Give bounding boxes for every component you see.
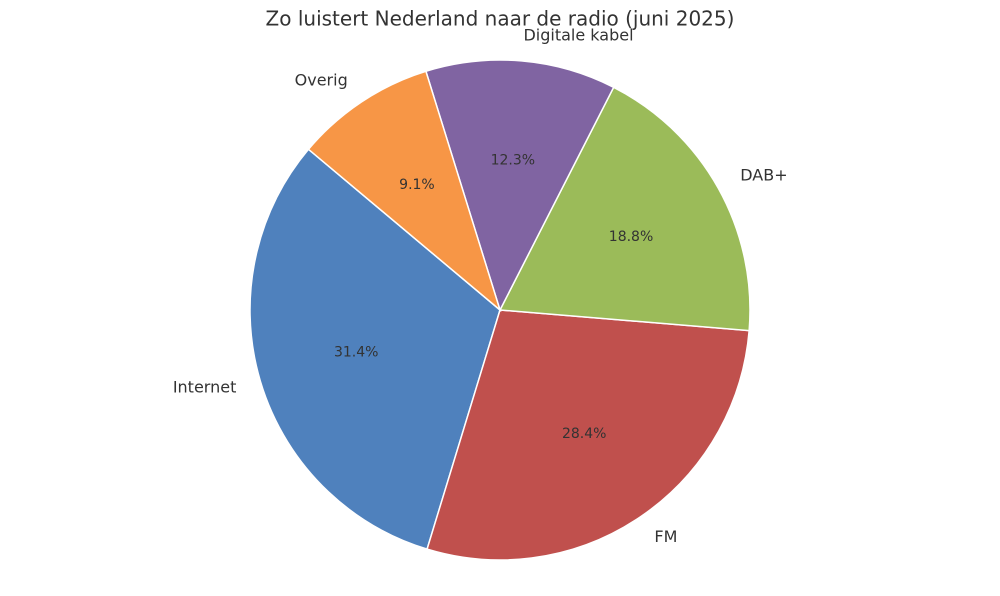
slice-label: DAB+ (740, 166, 787, 185)
slice-label: FM (654, 527, 677, 546)
percent-label: 18.8% (609, 229, 653, 245)
slice-label: Overig (295, 70, 348, 89)
pie-slice (307, 70, 502, 313)
percent-label: 31.4% (334, 345, 378, 361)
pie-slice (498, 86, 751, 332)
slice-label: Internet (173, 378, 237, 397)
slice-label: Digitale kabel (523, 26, 633, 45)
percent-label: 28.4% (562, 426, 606, 442)
pie-slice (249, 148, 501, 551)
pie-slice (424, 59, 615, 312)
pie-slice (426, 309, 750, 561)
chart-title: Zo luistert Nederland naar de radio (jun… (266, 7, 735, 31)
percent-label: 9.1% (399, 177, 435, 193)
percent-label: 12.3% (491, 153, 535, 169)
